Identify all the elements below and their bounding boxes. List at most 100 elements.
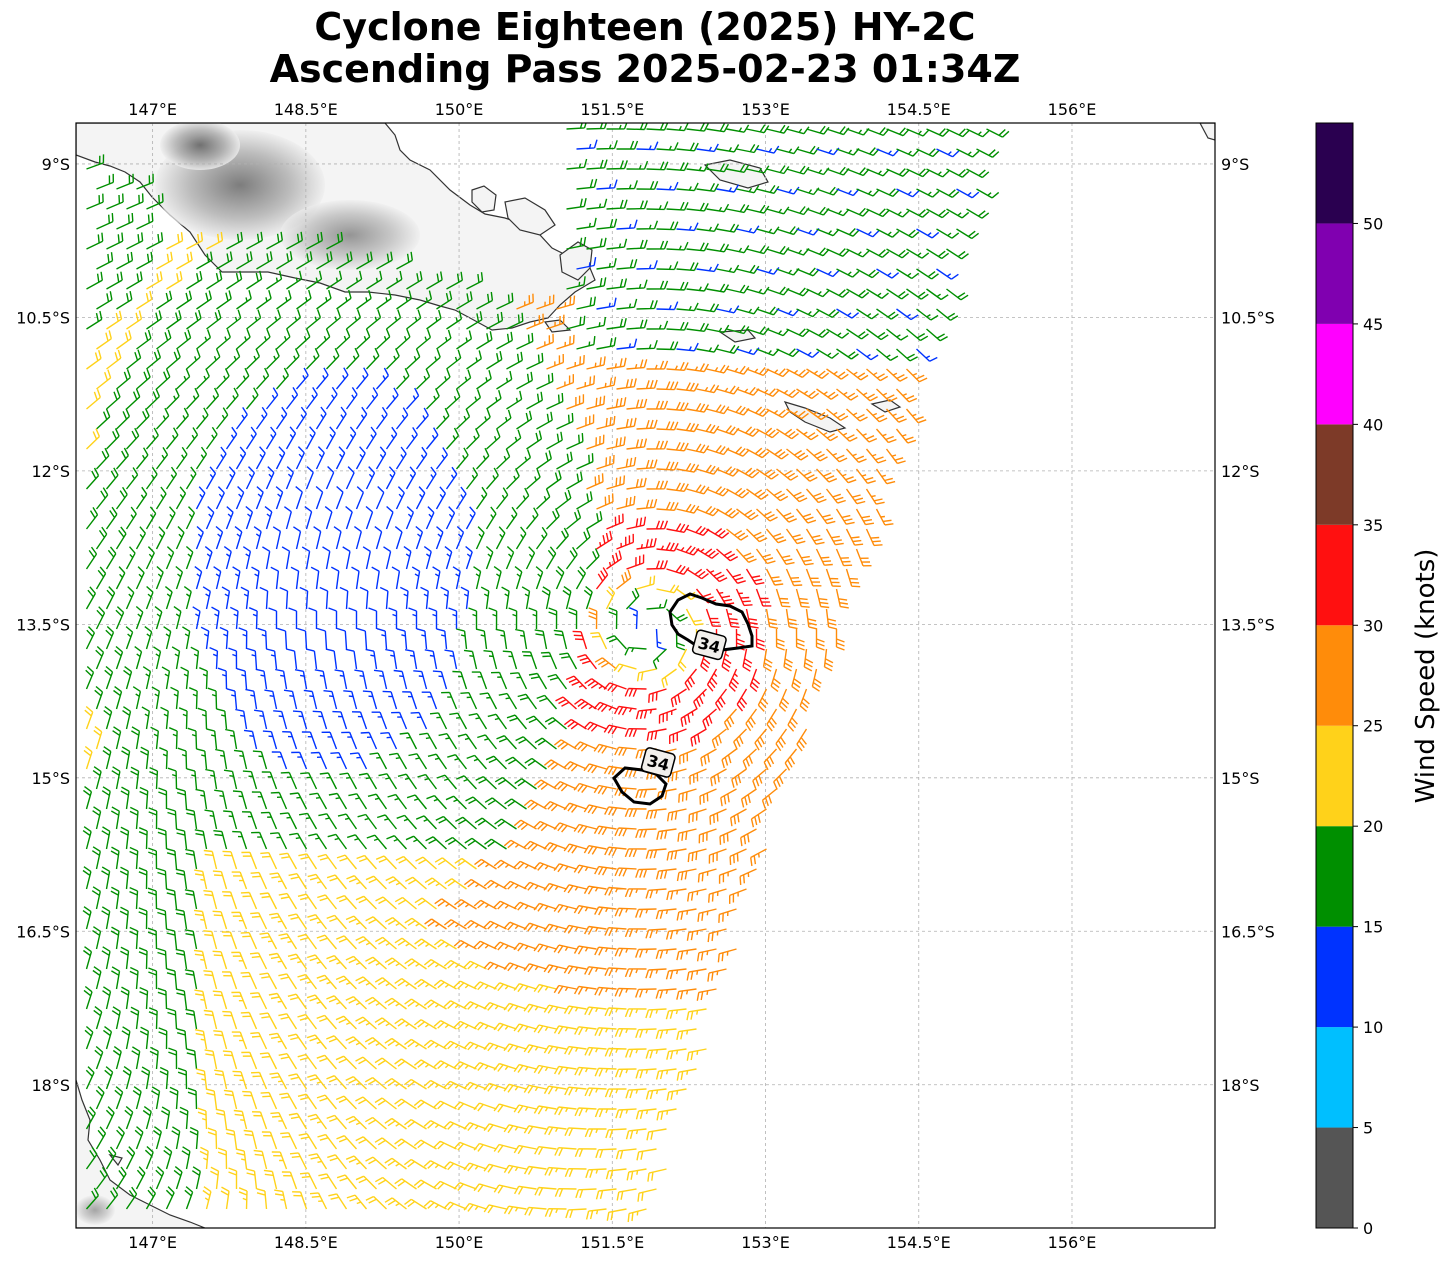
wind-barb-1120 [150, 726, 159, 750]
wind-barb-1822 [384, 1157, 407, 1170]
wind-barb-88 [976, 188, 1000, 199]
wind-barb-844 [616, 569, 632, 590]
wind-barb-1030 [528, 672, 548, 690]
wind-barb-760 [495, 526, 506, 550]
wind-barb-1246 [504, 798, 527, 810]
wind-barb-488 [726, 405, 750, 416]
wind-barb-428 [355, 367, 369, 390]
wind-barb-1756 [251, 1111, 268, 1130]
wind-barb-1700 [345, 1075, 367, 1090]
wind-barb-1175 [505, 756, 527, 770]
wind-barb-1291 [719, 828, 737, 845]
wind-barb-42 [976, 148, 1000, 158]
wind-barb-1387 [563, 884, 587, 894]
wind-barb-210 [186, 270, 203, 290]
wind-barb-1154 [102, 746, 112, 770]
wind-barb-1180 [603, 765, 627, 776]
wind-barb-771 [716, 548, 739, 562]
wind-barb-1612 [473, 1021, 497, 1031]
wind-barb-1167 [349, 752, 368, 770]
wind-barb-439 [576, 375, 596, 390]
wind-barb-233 [726, 284, 750, 294]
wind-barb-1420 [553, 903, 577, 913]
wind-barb-1402 [203, 890, 218, 910]
wind-barb-1669 [355, 1056, 377, 1070]
wind-barb-1859 [534, 1186, 557, 1196]
wind-barb-1079 [787, 708, 798, 732]
wind-barb-711 [304, 506, 313, 530]
wind-barb-1683 [635, 1068, 657, 1079]
wind-barb-1590 [665, 1008, 687, 1020]
wind-barb-691 [716, 507, 740, 519]
wind-barb-1251 [604, 806, 627, 816]
wind-barb-1282 [533, 820, 557, 832]
wind-barb-900 [211, 606, 220, 630]
wind-barb-539 [86, 428, 101, 450]
wind-barb-417 [136, 368, 151, 390]
wind-barb-1485 [533, 943, 557, 953]
wind-barb-747 [234, 526, 243, 550]
lon-tick-bottom-3: 151.5°E [580, 1233, 644, 1252]
wind-barb-165 [866, 248, 890, 259]
wind-barb-209 [166, 271, 183, 290]
wind-barb-1672 [413, 1059, 437, 1070]
wind-barb-1497 [120, 946, 130, 970]
wind-barb-590 [295, 446, 305, 470]
wind-barb-1169 [388, 752, 408, 770]
wind-barb-1580 [463, 1001, 487, 1010]
wind-barb-1110 [669, 728, 687, 745]
wind-barb-1195 [205, 768, 218, 790]
wind-barb-412 [866, 368, 889, 382]
wind-barb-610 [696, 464, 720, 475]
wind-barb-32 [776, 146, 800, 155]
wind-barb-331 [96, 330, 112, 350]
wind-barb-1062 [441, 691, 458, 710]
wind-barb-1267 [241, 811, 258, 830]
island-2 [504, 197, 556, 236]
wind-barb-1510 [365, 956, 387, 970]
wind-barb-1231 [214, 789, 228, 810]
wind-barb-992 [521, 651, 538, 670]
wind-barb-533 [796, 428, 819, 441]
wind-barb-1086 [197, 707, 208, 730]
wind-barb-1087 [216, 708, 228, 730]
wind-barb-1567 [212, 990, 228, 1010]
wind-barb-1670 [374, 1057, 397, 1070]
wind-barb-868 [319, 586, 329, 610]
wind-barb-1377 [365, 875, 387, 890]
wind-barb-96 [626, 200, 648, 210]
wind-barb-1664 [259, 1052, 278, 1070]
wind-barb-1439 [269, 912, 288, 930]
wind-barb-1256 [709, 808, 727, 825]
wind-barb-748 [253, 526, 262, 550]
wind-barb-143 [206, 231, 224, 250]
wind-barb-1761 [345, 1115, 367, 1130]
wind-barb-1295 [120, 826, 130, 850]
wind-barb-324 [806, 328, 830, 339]
wind-barb-1591 [686, 1008, 707, 1021]
lon-tick-top-4: 153°E [741, 100, 790, 119]
wind-barb-532 [776, 428, 799, 440]
wind-barb-696 [815, 508, 836, 525]
wind-barb-1340 [317, 853, 338, 870]
wind-barb-1665 [278, 1053, 298, 1070]
wind-barb-164 [846, 248, 870, 258]
wind-barb-292 [166, 310, 182, 330]
wind-barb-1116 [796, 728, 808, 752]
wind-barb-1188 [773, 768, 787, 790]
wind-barb-953 [495, 628, 508, 650]
wind-barb-1559 [696, 988, 717, 1001]
wind-barb-1891 [585, 1208, 607, 1220]
wind-barb-740 [95, 526, 108, 550]
wind-barb-1885 [463, 1202, 487, 1212]
wind-barb-1483 [493, 941, 517, 951]
wind-barb-1617 [574, 1026, 597, 1036]
wind-barb-1703 [403, 1078, 427, 1090]
wind-barb-1796 [453, 1141, 477, 1151]
wind-barb-598 [455, 447, 469, 470]
wind-barb-843 [595, 567, 609, 590]
wind-barb-995 [577, 654, 598, 670]
wind-barb-1504 [249, 952, 268, 970]
wind-barb-168 [926, 248, 950, 260]
